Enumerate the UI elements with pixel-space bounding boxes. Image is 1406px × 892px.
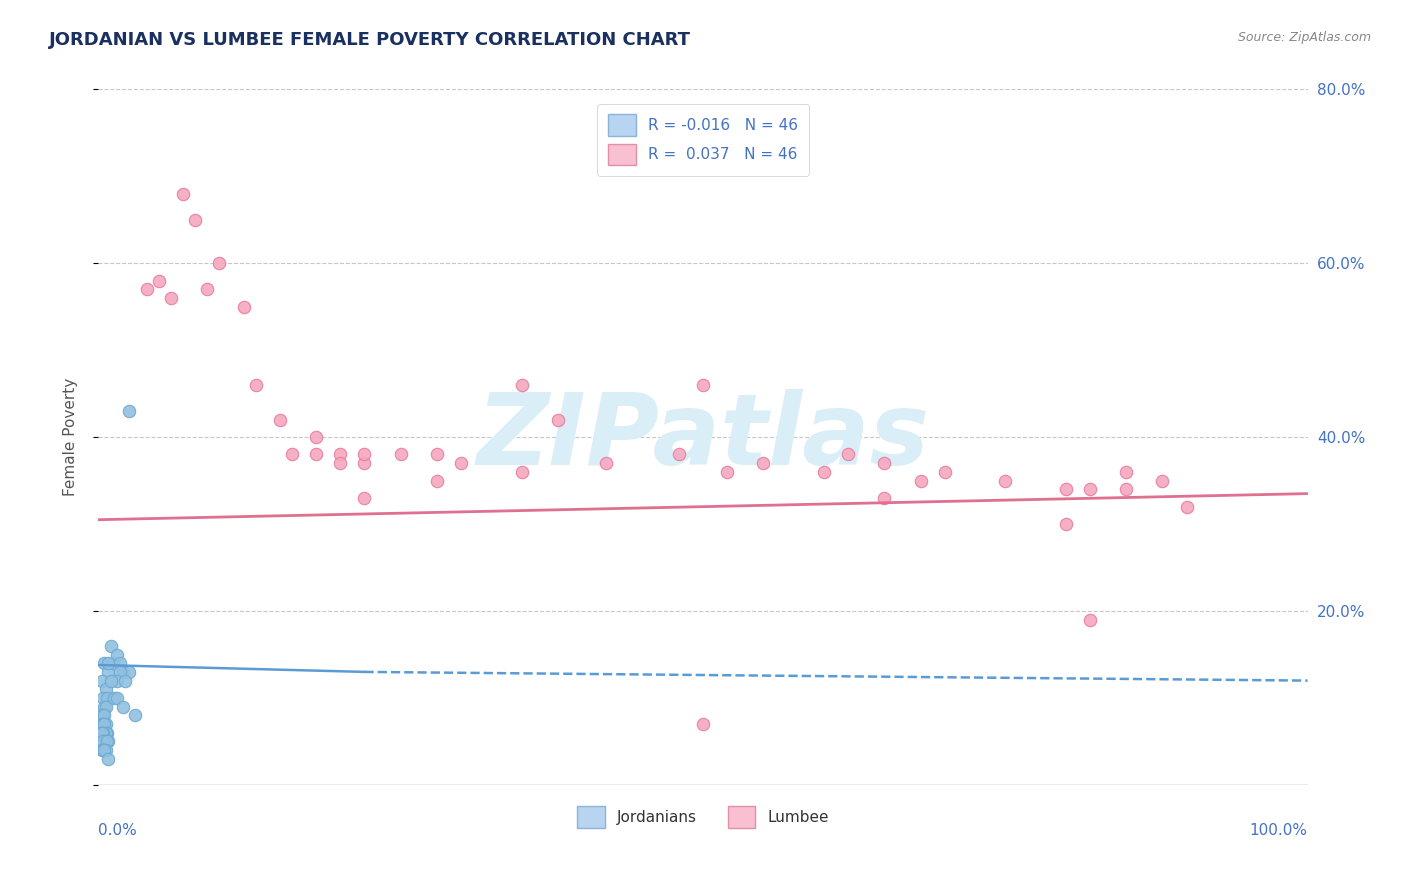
Point	[96, 734, 118, 748]
Point	[91, 717, 114, 731]
Point	[105, 690, 128, 705]
Text: 0.0%: 0.0%	[98, 823, 138, 838]
Point	[108, 665, 131, 679]
Point	[118, 404, 141, 418]
Point	[93, 734, 115, 748]
Point	[94, 717, 117, 731]
Text: JORDANIAN VS LUMBEE FEMALE POVERTY CORRELATION CHART: JORDANIAN VS LUMBEE FEMALE POVERTY CORRE…	[49, 31, 692, 49]
Text: ZIPatlas: ZIPatlas	[477, 389, 929, 485]
Point	[91, 743, 114, 757]
Point	[873, 491, 896, 505]
Point	[93, 657, 115, 671]
Point	[910, 474, 932, 488]
Point	[91, 690, 114, 705]
Point	[105, 648, 128, 662]
Y-axis label: Female Poverty: Female Poverty	[63, 378, 77, 496]
Point	[118, 665, 141, 679]
Point	[96, 690, 118, 705]
Point	[96, 726, 118, 740]
Point	[148, 273, 170, 287]
Point	[716, 465, 738, 479]
Point	[232, 300, 254, 314]
Point	[1175, 500, 1198, 514]
Point	[547, 412, 569, 426]
Point	[389, 447, 412, 462]
Point	[692, 717, 714, 731]
Point	[91, 717, 114, 731]
Text: 100.0%: 100.0%	[1250, 823, 1308, 838]
Point	[353, 456, 375, 470]
Point	[93, 717, 115, 731]
Legend: Jordanians, Lumbee: Jordanians, Lumbee	[565, 794, 841, 840]
Point	[752, 456, 775, 470]
Point	[91, 673, 114, 688]
Point	[93, 743, 115, 757]
Point	[353, 447, 375, 462]
Point	[94, 743, 117, 757]
Point	[111, 665, 134, 679]
Point	[1078, 613, 1101, 627]
Point	[91, 726, 114, 740]
Point	[91, 726, 114, 740]
Point	[208, 256, 231, 270]
Point	[172, 186, 194, 201]
Point	[281, 447, 304, 462]
Point	[94, 726, 117, 740]
Point	[94, 734, 117, 748]
Point	[329, 456, 352, 470]
Point	[93, 708, 115, 723]
Point	[353, 491, 375, 505]
Point	[668, 447, 690, 462]
Point	[329, 447, 352, 462]
Point	[160, 291, 183, 305]
Point	[426, 447, 449, 462]
Point	[1115, 465, 1137, 479]
Point	[1115, 482, 1137, 496]
Point	[195, 282, 218, 296]
Point	[103, 690, 125, 705]
Point	[91, 734, 114, 748]
Point	[94, 699, 117, 714]
Point	[837, 447, 859, 462]
Point	[595, 456, 617, 470]
Point	[97, 657, 120, 671]
Point	[91, 708, 114, 723]
Point	[184, 212, 207, 227]
Point	[510, 377, 533, 392]
Point	[305, 430, 328, 444]
Point	[100, 639, 122, 653]
Point	[1152, 474, 1174, 488]
Point	[450, 456, 472, 470]
Point	[93, 743, 115, 757]
Point	[813, 465, 835, 479]
Point	[124, 708, 146, 723]
Text: Source: ZipAtlas.com: Source: ZipAtlas.com	[1237, 31, 1371, 45]
Point	[108, 657, 131, 671]
Point	[426, 474, 449, 488]
Point	[135, 282, 157, 296]
Point	[100, 673, 122, 688]
Point	[873, 456, 896, 470]
Point	[994, 474, 1017, 488]
Point	[91, 743, 114, 757]
Point	[1054, 482, 1077, 496]
Point	[94, 682, 117, 697]
Point	[97, 752, 120, 766]
Point	[97, 665, 120, 679]
Point	[105, 673, 128, 688]
Point	[245, 377, 267, 392]
Point	[97, 734, 120, 748]
Point	[93, 699, 115, 714]
Point	[101, 657, 124, 671]
Point	[91, 708, 114, 723]
Point	[692, 377, 714, 392]
Point	[934, 465, 956, 479]
Point	[1078, 482, 1101, 496]
Point	[1054, 516, 1077, 531]
Point	[111, 699, 134, 714]
Point	[269, 412, 291, 426]
Point	[305, 447, 328, 462]
Point	[510, 465, 533, 479]
Point	[114, 673, 136, 688]
